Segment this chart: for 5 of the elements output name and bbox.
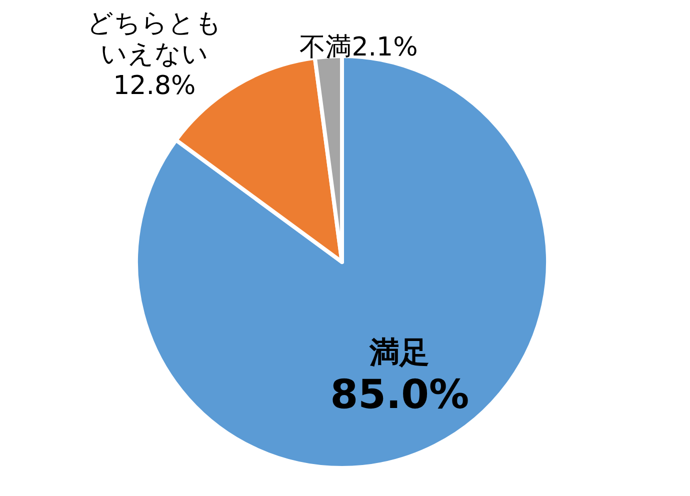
- data-label: 12.8%: [113, 70, 196, 101]
- slice-label: 満足: [368, 335, 430, 370]
- slice-label: どちらともいえない: [86, 8, 222, 70]
- slice-label: 不満2.1%: [300, 32, 418, 62]
- data-label: 85.0%: [330, 372, 470, 418]
